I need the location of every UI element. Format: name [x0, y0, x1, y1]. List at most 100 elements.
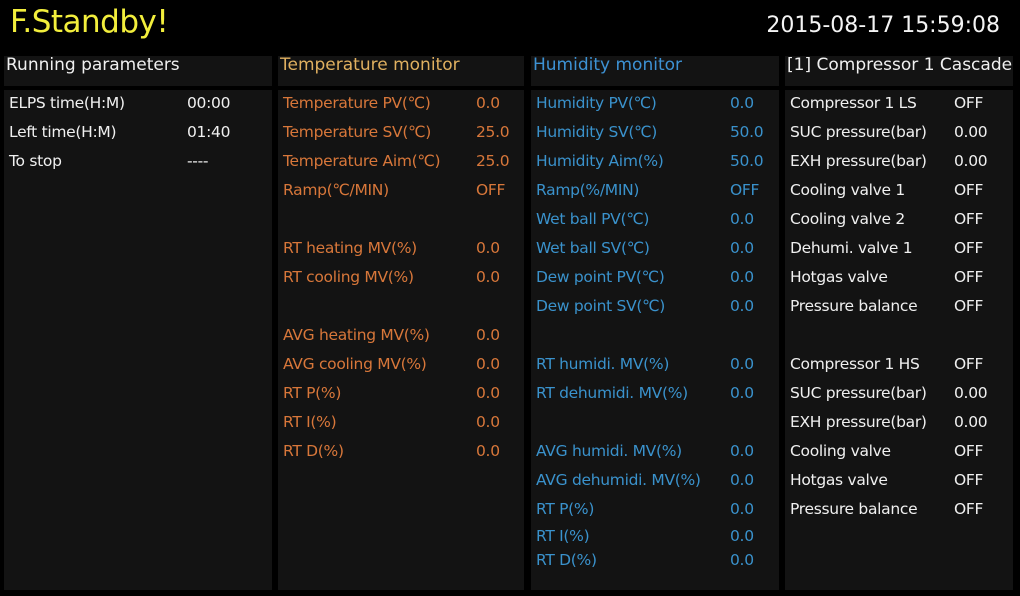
param-row: Temperature Aim(℃) 25.0	[283, 152, 524, 174]
param-row: Pressure balance OFF	[790, 500, 1013, 522]
param-value: OFF	[954, 210, 984, 228]
param-label: Cooling valve 2	[790, 210, 905, 228]
param-label: Pressure balance	[790, 297, 918, 315]
param-label: To stop	[9, 152, 62, 170]
param-row: SUC pressure(bar) 0.00	[790, 123, 1013, 145]
param-row: RT I(%) 0.0	[536, 527, 779, 549]
param-value: 0.0	[730, 471, 754, 489]
param-row: Cooling valve 2 OFF	[790, 210, 1013, 232]
param-row: Dew point SV(℃) 0.0	[536, 297, 779, 319]
param-row: Left time(H:M) 01:40	[9, 123, 272, 145]
param-row: To stop ----	[9, 152, 272, 174]
param-row: Pressure balance OFF	[790, 297, 1013, 319]
param-label: RT humidi. MV(%)	[536, 355, 670, 373]
param-label: Humidity SV(℃)	[536, 123, 657, 141]
param-label: AVG cooling MV(%)	[283, 355, 427, 373]
param-label: Temperature Aim(℃)	[283, 152, 441, 170]
param-label: RT D(%)	[283, 442, 344, 460]
param-label: EXH pressure(bar)	[790, 413, 927, 431]
param-label: Compressor 1 HS	[790, 355, 920, 373]
param-label: ELPS time(H:M)	[9, 94, 125, 112]
param-value: ----	[187, 152, 209, 170]
param-row: RT cooling MV(%) 0.0	[283, 268, 524, 290]
param-value: 0.0	[730, 268, 754, 286]
param-value: OFF	[954, 239, 984, 257]
param-label: RT I(%)	[536, 527, 590, 545]
param-value: 0.0	[476, 326, 500, 344]
param-value: OFF	[730, 181, 760, 199]
param-row: Humidity Aim(%) 50.0	[536, 152, 779, 174]
param-label: Dew point SV(℃)	[536, 297, 665, 315]
param-value: OFF	[954, 500, 984, 518]
panel-title: Humidity monitor	[533, 56, 682, 75]
param-row: RT heating MV(%) 0.0	[283, 239, 524, 261]
param-label: AVG heating MV(%)	[283, 326, 430, 344]
param-row: Ramp(%/MIN) OFF	[536, 181, 779, 203]
param-value: 0.0	[476, 239, 500, 257]
param-label: Cooling valve	[790, 442, 891, 460]
param-row: RT P(%) 0.0	[536, 500, 779, 522]
compressor-cascade-panel: Compressor 1 LS OFF SUC pressure(bar) 0.00 E…	[785, 90, 1013, 590]
param-label: RT cooling MV(%)	[283, 268, 414, 286]
param-value: 0.0	[476, 268, 500, 286]
param-value: 0.0	[476, 384, 500, 402]
param-label: Temperature PV(℃)	[283, 94, 431, 112]
param-row: RT D(%) 0.0	[536, 551, 779, 573]
param-value: 0.00	[954, 123, 988, 141]
param-row: RT humidi. MV(%) 0.0	[536, 355, 779, 377]
humidity-monitor-header: Humidity monitor	[531, 56, 779, 86]
param-value: 0.0	[730, 239, 754, 257]
param-value: OFF	[954, 94, 984, 112]
param-value: OFF	[954, 471, 984, 489]
param-label: RT I(%)	[283, 413, 337, 431]
param-label: Wet ball SV(℃)	[536, 239, 650, 257]
param-label: Cooling valve 1	[790, 181, 905, 199]
param-label: Temperature SV(℃)	[283, 123, 431, 141]
param-value: OFF	[954, 268, 984, 286]
panel-title: Temperature monitor	[280, 56, 460, 75]
param-value: 0.0	[730, 551, 754, 569]
param-row: Wet ball PV(℃) 0.0	[536, 210, 779, 232]
param-label: AVG dehumidi. MV(%)	[536, 471, 701, 489]
temperature-monitor-panel: Temperature PV(℃) 0.0 Temperature SV(℃) 25.…	[278, 90, 524, 590]
param-label: Humidity Aim(%)	[536, 152, 664, 170]
param-value: 25.0	[476, 123, 510, 141]
param-row: Compressor 1 LS OFF	[790, 94, 1013, 116]
param-value: 0.0	[476, 413, 500, 431]
param-row: RT P(%) 0.0	[283, 384, 524, 406]
param-row: RT D(%) 0.0	[283, 442, 524, 464]
param-row: SUC pressure(bar) 0.00	[790, 384, 1013, 406]
param-label: Humidity PV(℃)	[536, 94, 657, 112]
param-label: Dehumi. valve 1	[790, 239, 913, 257]
param-value: 0.0	[730, 210, 754, 228]
param-label: Compressor 1 LS	[790, 94, 917, 112]
param-row: Cooling valve 1 OFF	[790, 181, 1013, 203]
param-row: Hotgas valve OFF	[790, 268, 1013, 290]
param-label: Hotgas valve	[790, 471, 888, 489]
param-row: AVG dehumidi. MV(%) 0.0	[536, 471, 779, 493]
temperature-monitor-header: Temperature monitor	[278, 56, 524, 86]
param-label: RT P(%)	[283, 384, 342, 402]
param-row: Temperature SV(℃) 25.0	[283, 123, 524, 145]
param-value: 0.0	[730, 94, 754, 112]
param-row: Humidity SV(℃) 50.0	[536, 123, 779, 145]
running-parameters-panel: ELPS time(H:M) 00:00 Left time(H:M) 01:40 To…	[4, 90, 272, 590]
param-label: Pressure balance	[790, 500, 918, 518]
param-label: Dew point PV(℃)	[536, 268, 665, 286]
param-value: OFF	[954, 297, 984, 315]
panel-title: [1] Compressor 1 Cascade	[787, 56, 1013, 75]
param-value: OFF	[954, 181, 984, 199]
param-value: 0.00	[954, 384, 988, 402]
param-value: 01:40	[187, 123, 231, 141]
param-label: Ramp(℃/MIN)	[283, 181, 389, 199]
param-value: OFF	[954, 355, 984, 373]
param-row: EXH pressure(bar) 0.00	[790, 152, 1013, 174]
param-row: Humidity PV(℃) 0.0	[536, 94, 779, 116]
datetime: 2015-08-17 15:59:08	[766, 13, 1000, 38]
param-label: SUC pressure(bar)	[790, 123, 927, 141]
param-value: 0.0	[730, 384, 754, 402]
param-value: 00:00	[187, 94, 231, 112]
param-value: 50.0	[730, 123, 764, 141]
param-label: SUC pressure(bar)	[790, 384, 927, 402]
humidity-monitor-panel: Humidity PV(℃) 0.0 Humidity SV(℃) 50.0 Humid…	[531, 90, 779, 590]
